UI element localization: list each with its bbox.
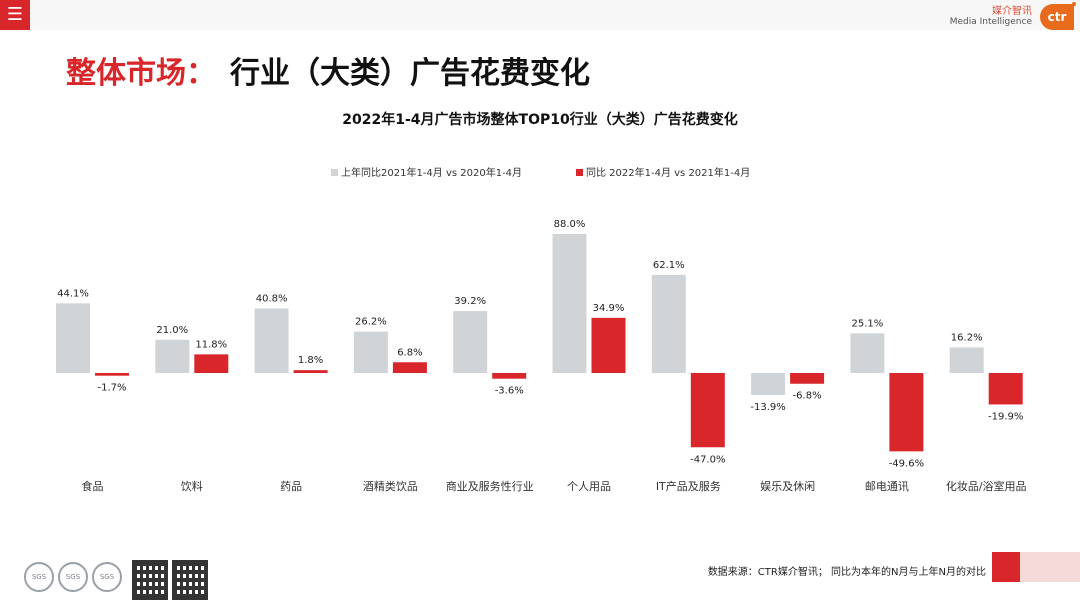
bar-current-1 — [194, 354, 228, 373]
top-bar: ☰ 媒介智讯 Media Intelligence ctr — [0, 0, 1080, 30]
data-label-current-0: -1.7% — [97, 383, 126, 394]
data-label-prior-8: 25.1% — [852, 318, 884, 329]
category-label-6: IT产品及服务 — [656, 479, 721, 493]
ctr-logo: ctr — [1040, 4, 1074, 30]
bar-prior-6 — [652, 275, 686, 373]
chart-bars: 44.1% -1.7% 21.0% 11.8% 40.8% 1.8% 26.2% 6.8% 39… — [56, 219, 1023, 469]
certification-badges: SGS SGS SGS — [24, 562, 122, 592]
bar-current-7 — [790, 373, 824, 384]
footer-source-note: 数据来源：CTR媒介智讯； 同比为本年的N月与上年N月的对比 — [708, 563, 986, 578]
bar-current-8 — [889, 373, 923, 451]
brand-name-en: Media Intelligence — [950, 17, 1032, 28]
data-label-current-8: -49.6% — [889, 458, 924, 469]
bar-current-9 — [989, 373, 1023, 404]
footer-decor-accent — [992, 552, 1020, 582]
chart-categories: 食品 饮料 药品 酒精类饮品 商业及服务性行业 个人用品 IT产品及服务 娱乐及休闲 邮电通讯 化… — [82, 479, 1027, 493]
bar-prior-2 — [255, 309, 289, 373]
qr-code-icon[interactable] — [132, 560, 168, 600]
page-title: 整体市场： 行业（大类）广告花费变化 — [66, 48, 590, 92]
data-label-prior-3: 26.2% — [355, 317, 387, 328]
bar-prior-3 — [354, 332, 388, 373]
data-label-prior-1: 21.0% — [156, 325, 188, 336]
data-label-prior-6: 62.1% — [653, 260, 685, 271]
category-label-5: 个人用品 — [567, 480, 611, 493]
data-label-prior-4: 39.2% — [454, 296, 486, 307]
bar-prior-9 — [950, 347, 984, 373]
qr-codes — [132, 560, 208, 600]
page-title-rest: 行业（大类）广告花费变化 — [230, 56, 590, 91]
data-label-current-5: 34.9% — [593, 303, 625, 314]
category-label-2: 药品 — [280, 480, 302, 493]
category-label-3: 酒精类饮品 — [363, 479, 418, 493]
data-label-current-4: -3.6% — [495, 386, 524, 397]
bar-prior-0 — [56, 303, 90, 373]
category-label-0: 食品 — [82, 479, 104, 493]
legend-swatch-current — [576, 169, 583, 176]
bar-chart: 2022年1-4月广告市场整体TOP10行业（大类）广告花费变化 上年同比202… — [0, 100, 1080, 500]
bar-current-6 — [691, 373, 725, 447]
data-label-prior-7: -13.9% — [750, 402, 785, 413]
category-label-7: 娱乐及休闲 — [760, 479, 815, 493]
data-label-current-7: -6.8% — [793, 391, 822, 402]
bar-current-0 — [95, 373, 129, 376]
brand-text: 媒介智讯 Media Intelligence — [950, 6, 1032, 28]
chart-legend: 上年同比2021年1-4月 vs 2020年1-4月 同比 2022年1-4月 … — [331, 166, 750, 179]
data-label-prior-5: 88.0% — [554, 219, 586, 230]
sgs-badge-icon: SGS — [24, 562, 54, 592]
legend-label-prior: 上年同比2021年1-4月 vs 2020年1-4月 — [341, 166, 522, 179]
bar-current-5 — [592, 318, 626, 373]
bar-prior-5 — [553, 234, 587, 373]
legend-label-current: 同比 2022年1-4月 vs 2021年1-4月 — [586, 166, 750, 179]
bar-current-2 — [294, 370, 328, 373]
data-label-prior-0: 44.1% — [57, 288, 89, 299]
data-label-current-6: -47.0% — [690, 454, 725, 465]
bar-prior-1 — [155, 340, 189, 373]
qr-code-icon[interactable] — [172, 560, 208, 600]
data-label-prior-9: 16.2% — [951, 332, 983, 343]
data-label-current-1: 11.8% — [195, 339, 227, 350]
sgs-badge-icon: SGS — [92, 562, 122, 592]
chart-title: 2022年1-4月广告市场整体TOP10行业（大类）广告花费变化 — [342, 111, 737, 128]
brand-name-cn: 媒介智讯 — [950, 6, 1032, 17]
data-label-current-3: 6.8% — [397, 347, 422, 358]
category-label-8: 邮电通讯 — [865, 480, 909, 493]
page-title-lead: 整体市场： — [66, 56, 216, 91]
sgs-badge-icon: SGS — [58, 562, 88, 592]
category-label-4: 商业及服务性行业 — [446, 479, 534, 493]
legend-swatch-prior — [331, 169, 338, 176]
bar-prior-4 — [453, 311, 487, 373]
bar-prior-7 — [751, 373, 785, 395]
data-label-current-9: -19.9% — [988, 411, 1023, 422]
menu-icon[interactable]: ☰ — [0, 0, 30, 30]
data-label-current-2: 1.8% — [298, 355, 323, 366]
bar-current-4 — [492, 373, 526, 379]
bar-current-3 — [393, 362, 427, 373]
category-label-9: 化妆品/浴室用品 — [946, 479, 1027, 493]
data-label-prior-2: 40.8% — [256, 294, 288, 305]
category-label-1: 饮料 — [181, 479, 203, 493]
bar-prior-8 — [850, 333, 884, 373]
